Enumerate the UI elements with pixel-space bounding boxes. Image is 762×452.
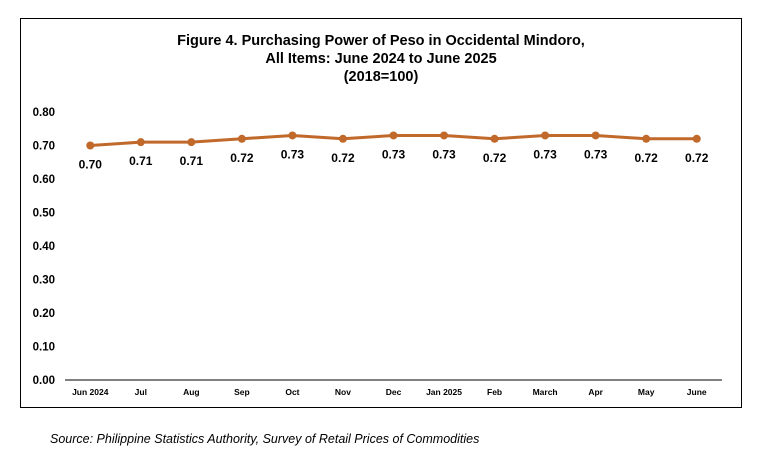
x-tick-label: Aug (183, 387, 200, 397)
x-tick-label: Sep (234, 387, 250, 397)
data-point (389, 131, 398, 140)
data-point (642, 134, 651, 143)
data-point (692, 134, 701, 143)
data-label: 0.72 (635, 151, 659, 165)
y-tick-label: 0.00 (33, 375, 55, 387)
x-tick-label: March (533, 387, 558, 397)
data-label: 0.72 (483, 151, 507, 165)
data-point (541, 131, 550, 140)
chart-title-line-2: All Items: June 2024 to June 2025 (265, 51, 497, 67)
source-note: Source: Philippine Statistics Authority,… (50, 432, 480, 446)
data-point (490, 134, 499, 143)
data-point (86, 141, 95, 150)
data-point (440, 131, 449, 140)
y-tick-label: 0.60 (33, 174, 55, 186)
data-label: 0.73 (584, 147, 608, 161)
chart-title: Figure 4. Purchasing Power of Peso in Oc… (21, 32, 741, 86)
data-point (187, 138, 196, 147)
y-tick-label: 0.40 (33, 241, 55, 253)
x-tick-label: Nov (335, 387, 351, 397)
x-tick-label: Jun 2024 (72, 387, 109, 397)
y-tick-label: 0.70 (33, 141, 55, 153)
y-tick-label: 0.80 (33, 107, 55, 119)
data-label: 0.72 (685, 151, 709, 165)
chart-title-line-1: Figure 4. Purchasing Power of Peso in Oc… (177, 33, 585, 49)
x-tick-label: Jul (135, 387, 147, 397)
x-tick-label: May (638, 387, 655, 397)
data-point (338, 134, 347, 143)
data-label: 0.71 (180, 154, 204, 168)
data-point (288, 131, 297, 140)
x-tick-label: Dec (386, 387, 402, 397)
chart-title-line-3: (2018=100) (343, 69, 419, 85)
x-tick-label: Oct (285, 387, 299, 397)
y-tick-label: 0.30 (33, 275, 55, 287)
data-label: 0.70 (79, 158, 103, 172)
x-tick-label: June (687, 387, 707, 397)
y-tick-label: 0.20 (33, 308, 55, 320)
chart-frame: Figure 4. Purchasing Power of Peso in Oc… (20, 18, 742, 408)
y-tick-label: 0.50 (33, 208, 55, 220)
data-label: 0.71 (129, 154, 153, 168)
data-label: 0.73 (432, 147, 456, 161)
y-tick-label: 0.10 (33, 342, 55, 354)
x-tick-label: Apr (588, 387, 603, 397)
data-label: 0.72 (230, 151, 254, 165)
data-point (591, 131, 600, 140)
data-label: 0.73 (382, 147, 406, 161)
data-label: 0.72 (331, 151, 355, 165)
data-point (237, 134, 246, 143)
data-label: 0.73 (533, 147, 557, 161)
data-point (136, 138, 145, 147)
x-tick-label: Jan 2025 (426, 387, 462, 397)
x-tick-label: Feb (487, 387, 502, 397)
data-label: 0.73 (281, 147, 305, 161)
